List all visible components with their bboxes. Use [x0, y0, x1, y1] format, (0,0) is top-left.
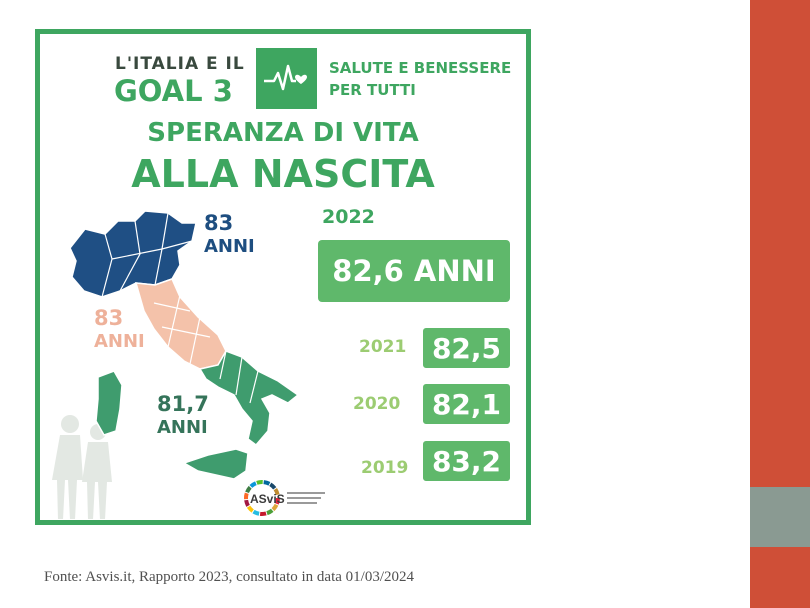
center-label: 83 ANNI [94, 306, 145, 354]
main-stat-year: 2022 [322, 206, 375, 228]
south-unit: ANNI [157, 417, 208, 438]
region-center [134, 278, 227, 370]
north-value: 83 [204, 211, 234, 235]
region-sicily [182, 448, 249, 480]
region-sardinia [95, 370, 123, 436]
history-year-2020: 2020 [353, 394, 401, 414]
history-value-2021: 82,5 [423, 328, 510, 368]
infographic-card: L'ITALIA E IL GOAL 3 SALUTE E BENESSERE … [35, 29, 531, 525]
decorative-stripe-top [750, 0, 810, 487]
header-line1: L'ITALIA E IL [115, 54, 245, 74]
center-unit: ANNI [94, 331, 145, 352]
decorative-stripe-bottom [750, 547, 810, 608]
main-stat-value: 82,6 ANNI [318, 240, 510, 302]
north-label: 83 ANNI [204, 211, 255, 259]
people-silhouette [52, 415, 112, 519]
sdg-line1: SALUTE E BENESSERE [329, 59, 512, 77]
history-value-2019: 83,2 [423, 441, 510, 481]
north-unit: ANNI [204, 236, 255, 257]
sdg-goal-name: SALUTE E BENESSERE PER TUTTI [329, 57, 511, 101]
svg-text:ASviS: ASviS [250, 492, 285, 506]
source-caption: Fonte: Asvis.it, Rapporto 2023, consulta… [44, 569, 414, 585]
history-year-2021: 2021 [359, 337, 407, 357]
region-south [198, 350, 300, 447]
title-line2: ALLA NASCITA [131, 152, 435, 196]
history-value-2020: 82,1 [423, 384, 510, 424]
italy-map [52, 210, 300, 519]
region-north [69, 210, 197, 298]
history-year-2019: 2019 [361, 458, 409, 478]
title-line1: SPERANZA DI VITA [147, 118, 419, 148]
decorative-stripe-middle [750, 487, 810, 547]
asvis-logo: ASviS [244, 480, 325, 516]
center-value: 83 [94, 306, 124, 330]
header-goal: GOAL 3 [114, 74, 233, 108]
sdg-line2: PER TUTTI [329, 81, 416, 99]
south-value: 81,7 [157, 392, 209, 416]
heartbeat-icon [256, 48, 317, 109]
south-label: 81,7 ANNI [157, 392, 209, 440]
